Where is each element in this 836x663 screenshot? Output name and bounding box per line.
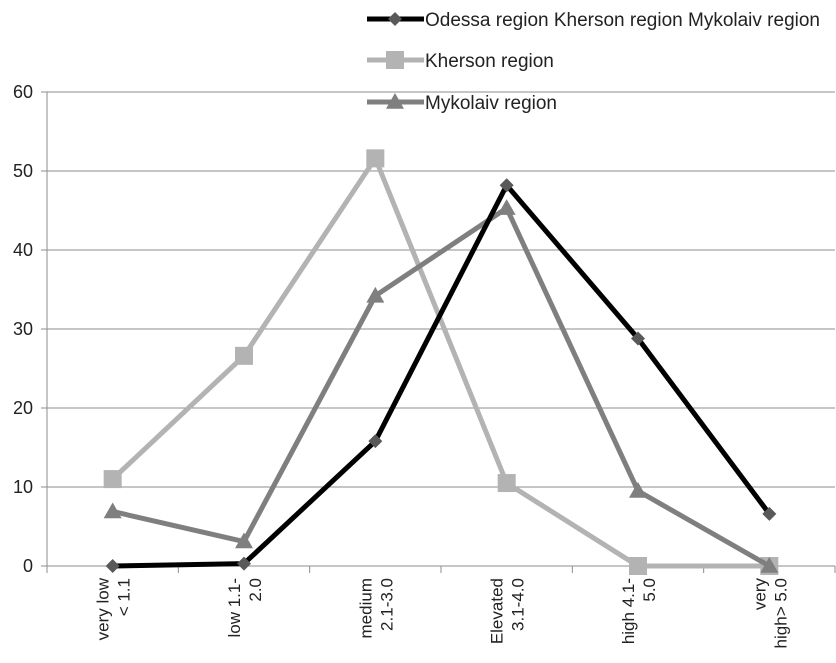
series-diamond: [105, 178, 777, 573]
legend-label: Kherson region: [425, 51, 554, 72]
y-tick-label: 30: [13, 319, 33, 339]
x-tick-label: high 4.1-: [619, 578, 638, 644]
series-triangle: [103, 199, 779, 573]
y-axis-ticks: 0 10 20 30 40 50 60: [13, 82, 33, 576]
x-tick-label: 2.1-3.0: [377, 578, 396, 631]
y-tick-label: 50: [13, 161, 33, 181]
data-point: [631, 331, 645, 346]
data-point: [497, 199, 516, 215]
x-tick-label: very low: [94, 577, 113, 640]
legend-entry: Kherson region: [367, 51, 554, 72]
series-line: [112, 205, 771, 569]
x-tick-label: 3.1-4.0: [509, 578, 528, 631]
y-tick-label: 10: [13, 477, 33, 497]
data-point: [103, 470, 122, 489]
data-point: [366, 286, 385, 303]
x-axis-ticks: very low < 1.1 low 1.1- 2.0 medium 2.1-3.0 Ele…: [94, 577, 791, 648]
x-tick-label: < 1.1: [115, 578, 134, 616]
data-point: [235, 346, 253, 365]
legend-label: Mykolaiv region: [425, 93, 557, 114]
axes: [41, 91, 836, 573]
data-point: [368, 434, 383, 449]
x-tick-label: Elevated: [488, 578, 507, 644]
series-group: [103, 149, 779, 575]
data-point: [629, 557, 647, 575]
legend-marker: [388, 12, 402, 26]
legend: Odessa region Kherson region Mykolaiv re…: [367, 10, 820, 114]
series-square: [103, 149, 779, 575]
x-tick-label: very: [750, 578, 769, 611]
legend-label: Odessa region Kherson region Mykolaiv re…: [425, 10, 820, 31]
data-point: [366, 149, 385, 168]
data-point: [629, 481, 647, 498]
y-tick-label: 0: [23, 556, 33, 576]
data-point: [499, 178, 514, 193]
x-tick-label: 5.0: [640, 578, 659, 602]
legend-marker: [386, 93, 404, 109]
legend-entry: Odessa region Kherson region Mykolaiv re…: [367, 10, 820, 31]
data-point: [105, 559, 120, 573]
data-point: [237, 556, 251, 571]
x-tick-label: medium: [356, 578, 375, 638]
y-tick-label: 60: [13, 82, 33, 102]
series-line: [110, 155, 770, 569]
x-tick-label: 2.0: [246, 578, 265, 602]
y-tick-label: 40: [13, 240, 33, 260]
data-point: [235, 532, 253, 549]
gridlines: [47, 91, 835, 488]
series-line: [112, 182, 772, 569]
data-point: [760, 557, 779, 573]
legend-marker: [386, 51, 404, 69]
x-tick-label: high> 5.0: [771, 578, 790, 648]
x-tick-label: low 1.1-: [225, 578, 244, 638]
data-point: [497, 474, 516, 493]
data-point: [103, 502, 122, 519]
y-tick-label: 20: [13, 398, 33, 418]
data-point: [762, 506, 777, 521]
legend-entry: Mykolaiv region: [367, 93, 557, 114]
